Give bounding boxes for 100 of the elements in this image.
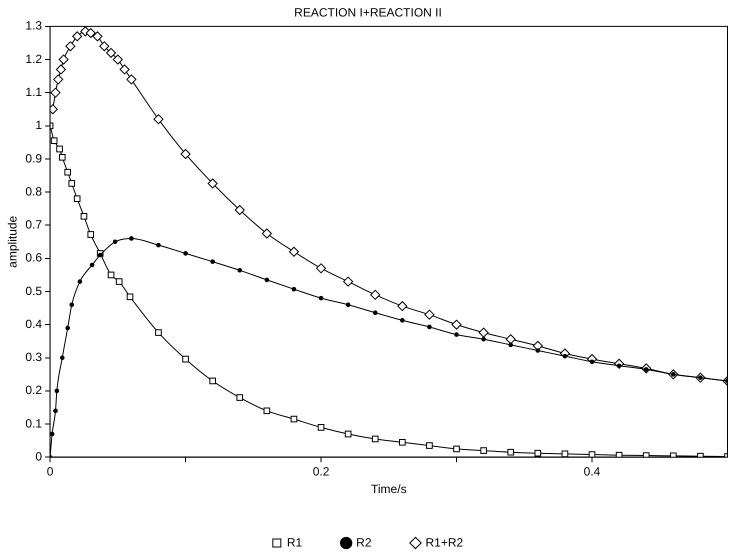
point [536,348,540,353]
point [478,328,489,338]
y-tick-label: 0.7 [25,218,42,232]
point [562,450,568,458]
point [53,74,64,84]
point [262,228,272,239]
point [344,430,352,438]
point [588,451,596,458]
point [53,408,58,414]
point [318,296,324,300]
point [50,88,60,98]
y-tick-label: 0.9 [25,151,42,166]
point [400,318,405,323]
chart-title: REACTION I+REACTION II [294,6,442,20]
point [237,268,242,273]
legend-label: R2 [356,535,372,550]
point [120,64,130,74]
point [236,394,244,401]
x-tick-label: 0.4 [584,464,601,479]
point [399,438,406,446]
point [60,355,65,360]
point [209,378,216,384]
point [264,407,270,414]
point [58,154,66,161]
y-tick-label: 0.3 [25,350,42,364]
point [454,332,459,337]
point [129,236,134,241]
point [126,293,134,300]
point [343,276,354,287]
y-axis-title: amplitude [6,215,20,268]
point [264,278,270,282]
point [65,326,70,330]
point [58,54,69,65]
point [290,416,298,422]
point [112,240,118,244]
y-tick-label: 0.1 [25,416,42,430]
point [506,334,516,344]
point [54,388,60,394]
point [116,278,123,285]
point [507,448,514,456]
y-tick-label: 1 [35,118,42,132]
point [50,137,58,144]
point [92,31,102,42]
x-tick-label: 0 [46,464,54,479]
point [64,168,72,176]
point [56,64,66,74]
point [155,329,162,336]
point [426,442,433,449]
y-tick-label: 1.1 [25,84,42,99]
point [68,180,76,187]
point [532,340,543,351]
legend-label: R1+R2 [425,535,464,550]
y-tick-label: 1.3 [25,18,42,33]
point [316,263,326,274]
point [452,320,462,330]
point [112,54,123,65]
point [72,31,82,42]
point [370,290,380,300]
point [480,447,487,454]
point [397,301,408,312]
y-tick-label: 0.2 [25,383,42,398]
point [534,450,542,457]
point [372,436,379,442]
point [183,251,188,256]
x-axis-title: Time/s [371,482,407,496]
point [86,28,96,38]
y-tick-label: 0.5 [25,284,42,298]
x-tick-label: 0.2 [312,464,330,479]
point [508,342,514,348]
point [69,302,74,308]
point [453,446,460,452]
point [65,41,76,52]
point [372,310,378,316]
point [99,41,110,52]
point [87,231,94,238]
point [78,279,82,284]
point [182,356,189,362]
point [288,246,299,257]
point [346,302,350,308]
point [50,432,54,436]
point [234,204,245,215]
point [208,178,218,188]
point [318,424,324,431]
y-tick-label: 0 [35,450,42,464]
point [156,242,161,248]
point [98,252,103,258]
y-tick-label: 1.2 [25,52,42,66]
point [642,452,650,458]
point [126,74,136,84]
point [210,259,215,264]
point [153,114,164,124]
point [90,262,94,268]
point [481,336,486,342]
point [427,324,432,330]
y-tick-label: 0.4 [25,316,42,331]
legend-label: R1 [286,535,302,550]
point [180,148,191,159]
point [108,272,114,278]
point [80,212,88,220]
point [74,195,81,202]
